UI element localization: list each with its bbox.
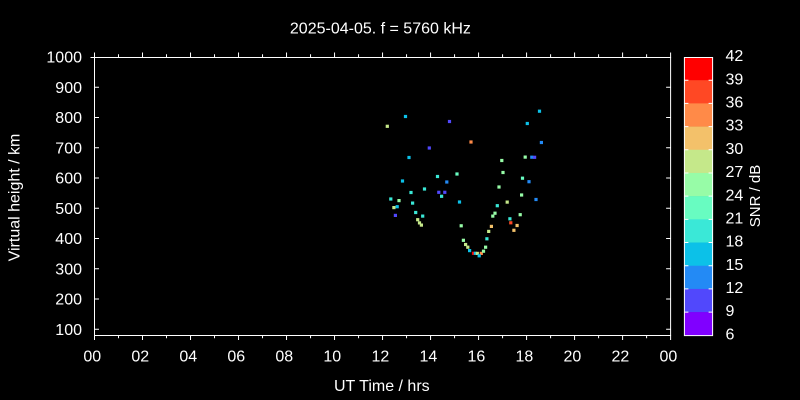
- svg-text:00: 00: [660, 349, 678, 366]
- svg-text:00: 00: [83, 349, 101, 366]
- svg-text:04: 04: [179, 349, 197, 366]
- svg-text:700: 700: [55, 140, 82, 157]
- svg-text:15: 15: [726, 257, 744, 274]
- svg-text:02: 02: [131, 349, 149, 366]
- svg-text:21: 21: [726, 210, 744, 227]
- svg-text:400: 400: [55, 231, 82, 248]
- svg-text:08: 08: [275, 349, 293, 366]
- svg-text:900: 900: [55, 80, 82, 97]
- svg-text:27: 27: [726, 164, 744, 181]
- svg-text:12: 12: [726, 280, 744, 297]
- svg-text:18: 18: [516, 349, 534, 366]
- svg-text:22: 22: [612, 349, 630, 366]
- svg-text:300: 300: [55, 261, 82, 278]
- svg-text:42: 42: [726, 48, 744, 65]
- svg-text:14: 14: [420, 349, 438, 366]
- svg-text:24: 24: [726, 187, 744, 204]
- svg-text:6: 6: [726, 326, 735, 343]
- svg-text:Virtual height / km: Virtual height / km: [6, 134, 23, 262]
- svg-text:100: 100: [55, 322, 82, 339]
- svg-text:500: 500: [55, 201, 82, 218]
- svg-text:9: 9: [726, 303, 735, 320]
- svg-text:1000: 1000: [46, 50, 82, 67]
- svg-text:06: 06: [227, 349, 245, 366]
- svg-text:600: 600: [55, 171, 82, 188]
- svg-text:800: 800: [55, 110, 82, 127]
- svg-text:2025-04-05. f = 5760 kHz: 2025-04-05. f = 5760 kHz: [290, 20, 471, 37]
- svg-text:UT Time / hrs: UT Time / hrs: [334, 378, 430, 395]
- svg-text:12: 12: [372, 349, 390, 366]
- svg-text:18: 18: [726, 234, 744, 251]
- svg-text:SNR / dB: SNR / dB: [747, 165, 764, 228]
- svg-text:33: 33: [726, 118, 744, 135]
- svg-text:16: 16: [468, 349, 486, 366]
- svg-text:20: 20: [564, 349, 582, 366]
- svg-text:200: 200: [55, 292, 82, 309]
- svg-text:10: 10: [323, 349, 341, 366]
- svg-text:30: 30: [726, 141, 744, 158]
- svg-text:36: 36: [726, 95, 744, 112]
- svg-text:39: 39: [726, 71, 744, 88]
